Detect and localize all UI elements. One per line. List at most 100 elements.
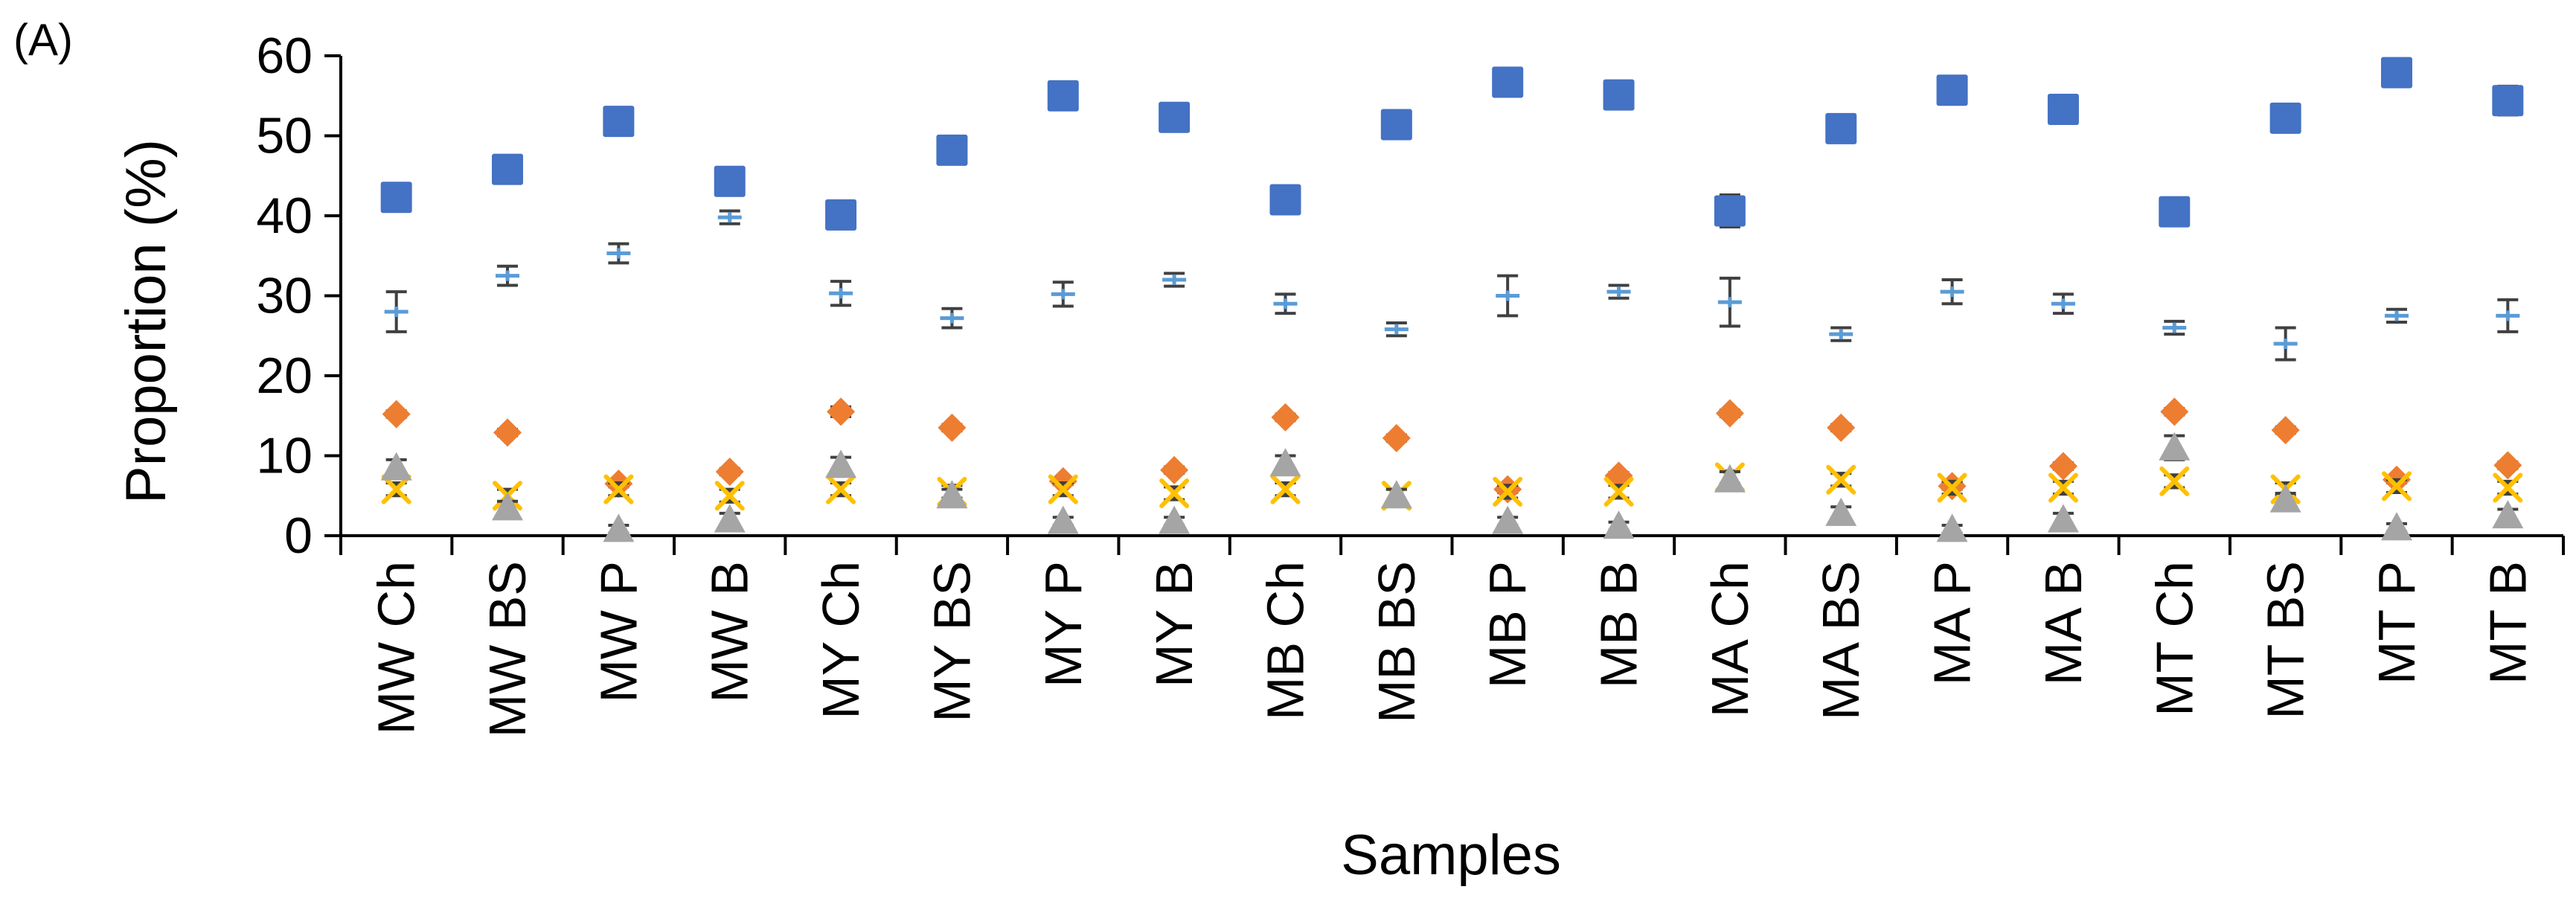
x-category-label: MT Ch — [2145, 561, 2203, 717]
data-point-diamond — [382, 400, 411, 429]
data-point-triangle — [2159, 432, 2191, 461]
data-point-diamond — [827, 397, 856, 426]
data-point-square — [1047, 80, 1079, 112]
x-category-label: MA Ch — [1701, 561, 1759, 717]
data-point-cross — [2159, 466, 2190, 496]
data-point-dash — [496, 270, 520, 281]
data-point-square — [936, 134, 968, 166]
data-point-cross — [1270, 474, 1301, 504]
data-point-triangle — [1603, 510, 1635, 539]
x-axis-title: Samples — [1341, 824, 1561, 887]
data-point-diamond — [1382, 423, 1411, 452]
data-point-square — [1825, 112, 1857, 144]
data-point-square — [2159, 196, 2191, 228]
y-tick-label: 60 — [256, 28, 313, 84]
x-category-label: MT P — [2368, 561, 2426, 685]
data-point-dash — [1384, 324, 1409, 335]
data-point-dash — [2384, 310, 2409, 321]
data-point-cross — [1603, 476, 1634, 507]
series-layer — [380, 57, 2524, 542]
data-point-cross — [1159, 478, 1190, 509]
data-point-dash — [717, 212, 742, 223]
data-point-dash — [940, 312, 964, 324]
data-point-triangle — [1492, 505, 1524, 534]
data-point-cross — [1937, 472, 1967, 503]
y-tick-label: 0 — [284, 507, 313, 564]
data-point-dash — [1940, 286, 1964, 298]
data-point-diamond — [2271, 416, 2300, 445]
y-tick-label: 20 — [256, 347, 313, 404]
x-category-label: MT BS — [2257, 561, 2315, 719]
panel-label: (A) — [13, 15, 73, 65]
data-point-square — [1603, 79, 1635, 111]
data-point-dash — [1606, 286, 1631, 298]
data-point-triangle — [1047, 505, 1079, 534]
data-point-triangle — [2492, 500, 2524, 529]
data-point-dash — [384, 307, 408, 317]
data-point-dash — [2273, 339, 2298, 349]
data-point-diamond — [2493, 451, 2522, 480]
data-point-diamond — [938, 413, 967, 442]
data-point-square — [2047, 94, 2079, 126]
x-category-label: MY BS — [923, 561, 981, 722]
series-cross — [381, 462, 2523, 511]
x-category-label: MY B — [1145, 561, 1203, 687]
x-category-label: MB P — [1478, 561, 1537, 688]
data-point-dash — [1496, 290, 1520, 301]
x-category-label: MW BS — [478, 561, 536, 737]
data-point-cross — [2048, 472, 2078, 503]
data-point-dash — [1717, 297, 1742, 308]
x-category-label: MW Ch — [368, 561, 426, 734]
data-point-cross — [1048, 474, 1078, 504]
data-point-square — [492, 153, 524, 185]
x-category-label: MB B — [1590, 561, 1648, 688]
data-point-diamond — [493, 418, 522, 447]
y-tick-label: 40 — [256, 187, 313, 244]
data-point-dash — [1273, 298, 1298, 310]
data-point-square — [714, 165, 746, 197]
data-point-diamond — [1827, 413, 1856, 442]
data-point-cross — [2493, 472, 2523, 503]
data-point-triangle — [603, 513, 635, 542]
x-category-label: MA BS — [1812, 561, 1870, 720]
data-point-cross — [1493, 476, 1523, 507]
y-tick-label: 10 — [256, 428, 313, 484]
x-axis: MW Ch MW BS MW P MW B MY Ch MY BS MY P MY B MB C… — [339, 534, 2565, 737]
data-point-dash — [1829, 329, 1853, 340]
x-category-label: MW P — [589, 561, 647, 703]
x-category-label: MB BS — [1368, 561, 1426, 723]
data-point-diamond — [1160, 455, 1189, 484]
x-category-label: MW B — [701, 561, 759, 703]
data-point-square — [603, 106, 635, 138]
data-point-square — [1159, 101, 1191, 133]
data-point-triangle — [936, 480, 968, 509]
y-tick-label: 30 — [256, 268, 313, 324]
data-point-dash — [606, 248, 631, 259]
series-dash — [384, 209, 2520, 362]
data-point-triangle — [2380, 512, 2412, 541]
data-point-cross — [381, 474, 411, 504]
series-triangle — [380, 432, 2524, 542]
data-point-triangle — [380, 452, 412, 481]
data-point-triangle — [1936, 513, 1968, 542]
series-diamond — [382, 397, 2522, 504]
data-point-diamond — [1271, 403, 1300, 432]
x-category-label: MY Ch — [812, 561, 870, 719]
data-point-cross — [714, 481, 745, 511]
series-square — [380, 57, 2524, 231]
data-point-triangle — [1714, 464, 1746, 493]
x-category-label: MA P — [1923, 561, 1981, 685]
data-point-triangle — [1269, 448, 1301, 477]
y-axis-title: Proportion (%) — [115, 139, 178, 504]
data-point-dash — [829, 288, 853, 299]
data-point-cross — [603, 474, 634, 504]
data-point-diamond — [2048, 452, 2077, 481]
data-point-square — [2269, 102, 2301, 134]
data-point-dash — [2162, 322, 2187, 333]
data-point-diamond — [1048, 467, 1077, 496]
y-tick-label: 50 — [256, 108, 313, 164]
data-point-dash — [1051, 289, 1075, 300]
data-point-cross — [1826, 464, 1856, 495]
data-point-triangle — [492, 492, 524, 521]
